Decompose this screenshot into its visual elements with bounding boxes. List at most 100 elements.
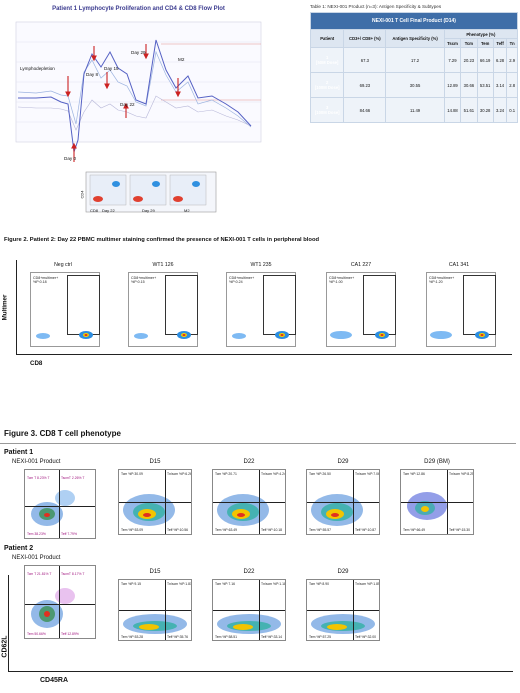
table-row: 2 [100M Dose] 69.23 30.55 12.89 30.66 53.… xyxy=(309,72,518,98)
fig2-stat: CD8+multimer+ %P:1.00 xyxy=(329,276,355,284)
annotation-m2: M2 xyxy=(178,57,185,62)
table-row: 3 [100M Dose] 84.66 11.49 14.88 51.61 30.… xyxy=(309,97,518,123)
p1-flow-plot: Tcm %P:20.71 Tn/scm %P:4.24 Tem %P:63.49… xyxy=(212,469,286,535)
annotation-day0: Day 0 xyxy=(64,156,77,161)
figure2: Multimer CD8 Neg ctrl CD8+multimer+ %P:0… xyxy=(0,250,520,385)
tem-cell: 53.51 xyxy=(476,72,494,98)
tem-cell: 30.28 xyxy=(476,97,494,123)
antigen-cell: 11.49 xyxy=(385,97,445,123)
tcm-cell: 30.66 xyxy=(460,72,478,98)
table-header: NEXI-001 T Cell Final Product (D14) xyxy=(310,12,518,30)
patient1-product-plot: Tcm T 8.23% T TscmT 2.26% T Tem 38.23% T… xyxy=(24,469,96,539)
p2-panel-label: D29 xyxy=(337,569,349,575)
inset-x-label: CD8 xyxy=(90,208,99,213)
col-antigen: Antigen Specificity (%) xyxy=(385,29,445,48)
fig2-panel-label: Neg ctrl xyxy=(54,262,72,268)
p1-panel-label: D29 (BM) xyxy=(424,459,450,465)
row-patient-cell: 2 [100M Dose] xyxy=(309,72,345,98)
fig3-y-axis xyxy=(8,575,9,671)
row-patient-cell: 1 [50M Dose] xyxy=(309,47,345,73)
p1-panel-label: D29 xyxy=(337,459,349,465)
tn-cell: 2.9 xyxy=(506,47,518,73)
tscm-cell: 12.89 xyxy=(443,72,462,98)
table-row: 1 [50M Dose] 67.3 17.2 7.29 20.23 66.19 6… xyxy=(309,47,518,73)
p1-flow-plot: Tcm %P:30.09 Tn/scm %P:6.26 Tem %P:53.09… xyxy=(118,469,192,535)
p2-flow-plot: Tcm %P:9.15 Tn/scm %P:1.81 Tem %P:53.28 … xyxy=(118,579,192,641)
p2-panel-label: D15 xyxy=(149,569,161,575)
col-tcm: Tcm xyxy=(460,38,478,48)
antigen-cell: 30.55 xyxy=(385,72,445,98)
col-teff: Teff xyxy=(492,38,508,48)
annotation-day29: Day 29 xyxy=(131,50,146,55)
fig2-panel-label: WT1 235 xyxy=(250,262,272,268)
p1-panel-label: D15 xyxy=(149,459,161,465)
annotation-day15: Day 15 xyxy=(104,66,119,71)
fig2-x-axis xyxy=(16,354,512,355)
fig2-flow-plot: CD8+multimer+ %P:0.18 xyxy=(30,272,100,347)
p2-flow-plot: Tcm %P:7.16 Tn/scm %P:1.18 Tem %P:58.51 … xyxy=(212,579,286,641)
row-patient-cell: 3 [100M Dose] xyxy=(309,97,345,123)
fig2-flow-plot: CD8+multimer+ %P:1.20 xyxy=(426,272,496,347)
fig2-flow-plot: CD8+multimer+ %P:0.15 xyxy=(128,272,198,347)
tscm-cell: 14.88 xyxy=(443,97,462,123)
p2-flow-plot: Tcm %P:8.90 Tn/scm %P:1.85 Tem %P:57.25 … xyxy=(306,579,380,641)
fig2-panel-label: WT1 126 xyxy=(152,262,174,268)
inset-label-day29: Day 29 xyxy=(142,208,155,213)
p1-flow-plot: Tcm %P:12.86 Tn/scm %P:8.25 Tem %P:66.49… xyxy=(400,469,474,535)
inset-label-m2: M2 xyxy=(184,208,190,213)
tn-cell: 2.8 xyxy=(506,72,518,98)
inset-label-day22: Day 22 xyxy=(102,208,115,213)
annotation-day22: Day 22 xyxy=(120,102,135,107)
fig3-x-label: CD45RA xyxy=(40,677,69,684)
p1-flow-plot: Tcm %P:26.50 Tn/scm %P:7.06 Tem %P:55.57… xyxy=(306,469,380,535)
patient2-product: NEXI-001 Product xyxy=(12,555,61,561)
cd3-cell: 67.3 xyxy=(343,47,387,73)
fig2-y-axis xyxy=(16,260,17,355)
p2-panel-label: D22 xyxy=(243,569,255,575)
fig2-flow-plot: CD8+multimer+ %P:0.24 xyxy=(226,272,296,347)
figure3: Patient 1 NEXI-001 Product Tcm T 8.23% T… xyxy=(0,445,520,693)
fig2-panel-label: CA1 227 xyxy=(350,262,372,268)
teff-cell: 3.24 xyxy=(492,97,508,123)
table-caption: Table 1: NEXI-001 Product (n=3): Antigen… xyxy=(310,4,442,9)
tcm-cell: 20.23 xyxy=(460,47,478,73)
teff-cell: 6.28 xyxy=(492,47,508,73)
annotation-lymphodepletion: Lymphodepletion xyxy=(20,66,55,71)
fig2-stat: CD8+multimer+ %P:1.20 xyxy=(429,276,455,284)
inset-y-label: CD4 xyxy=(79,190,85,199)
col-tem: Tem xyxy=(476,38,494,48)
table1-panel: Table 1: NEXI-001 Product (n=3): Antigen… xyxy=(309,4,519,172)
nexi-product-table: NEXI-001 T Cell Final Product (D14) Pati… xyxy=(309,12,519,123)
fig2-panel-label: CA1 341 xyxy=(448,262,470,268)
fig2-stat: CD8+multimer+ %P:0.18 xyxy=(33,276,59,284)
chart-title: Patient 1 Lymphocyte Proliferation and C… xyxy=(52,6,225,12)
fig3-divider xyxy=(0,443,516,444)
patient2-name: Patient 2 xyxy=(4,545,34,552)
tcm-cell: 51.61 xyxy=(460,97,478,123)
figure3-title: Figure 3. CD8 T cell phenotype xyxy=(4,429,121,438)
patient1-name: Patient 1 xyxy=(4,449,34,456)
col-patient: Patient xyxy=(309,29,345,48)
p1-panel-label: D22 xyxy=(243,459,255,465)
tem-cell: 66.19 xyxy=(476,47,494,73)
figure2-title: Figure 2. Patient 2: Day 22 PBMC multime… xyxy=(4,237,320,243)
tscm-cell: 7.29 xyxy=(443,47,462,73)
fig2-y-label: Multimer xyxy=(1,294,9,321)
patient1-product: NEXI-001 Product xyxy=(12,459,61,465)
fig3-y-label: CD62L xyxy=(1,635,9,658)
cd3-cell: 84.66 xyxy=(343,97,387,123)
col-tscm: Tscm xyxy=(443,38,462,48)
fig2-x-label: CD8 xyxy=(30,360,43,367)
teff-cell: 3.14 xyxy=(492,72,508,98)
col-phenotype: Phenotype (%) xyxy=(443,29,519,39)
col-tn: Tn xyxy=(506,38,518,48)
fig3-x-axis xyxy=(8,671,513,672)
tn-cell: 0.1 xyxy=(506,97,518,123)
fig2-flow-plot: CD8+multimer+ %P:1.00 xyxy=(326,272,396,347)
patient1-proliferation-chart: Patient 1 Lymphocyte Proliferation and C… xyxy=(6,6,271,221)
col-cd3: CD3+/ CD8+ (%) xyxy=(343,29,387,48)
cd3-cell: 69.23 xyxy=(343,72,387,98)
antigen-cell: 17.2 xyxy=(385,47,445,73)
patient2-product-plot: Tcm T 21.81% T TscmT 8.17% T Tem 50.66% … xyxy=(24,565,96,639)
proliferation-plot xyxy=(15,21,262,213)
